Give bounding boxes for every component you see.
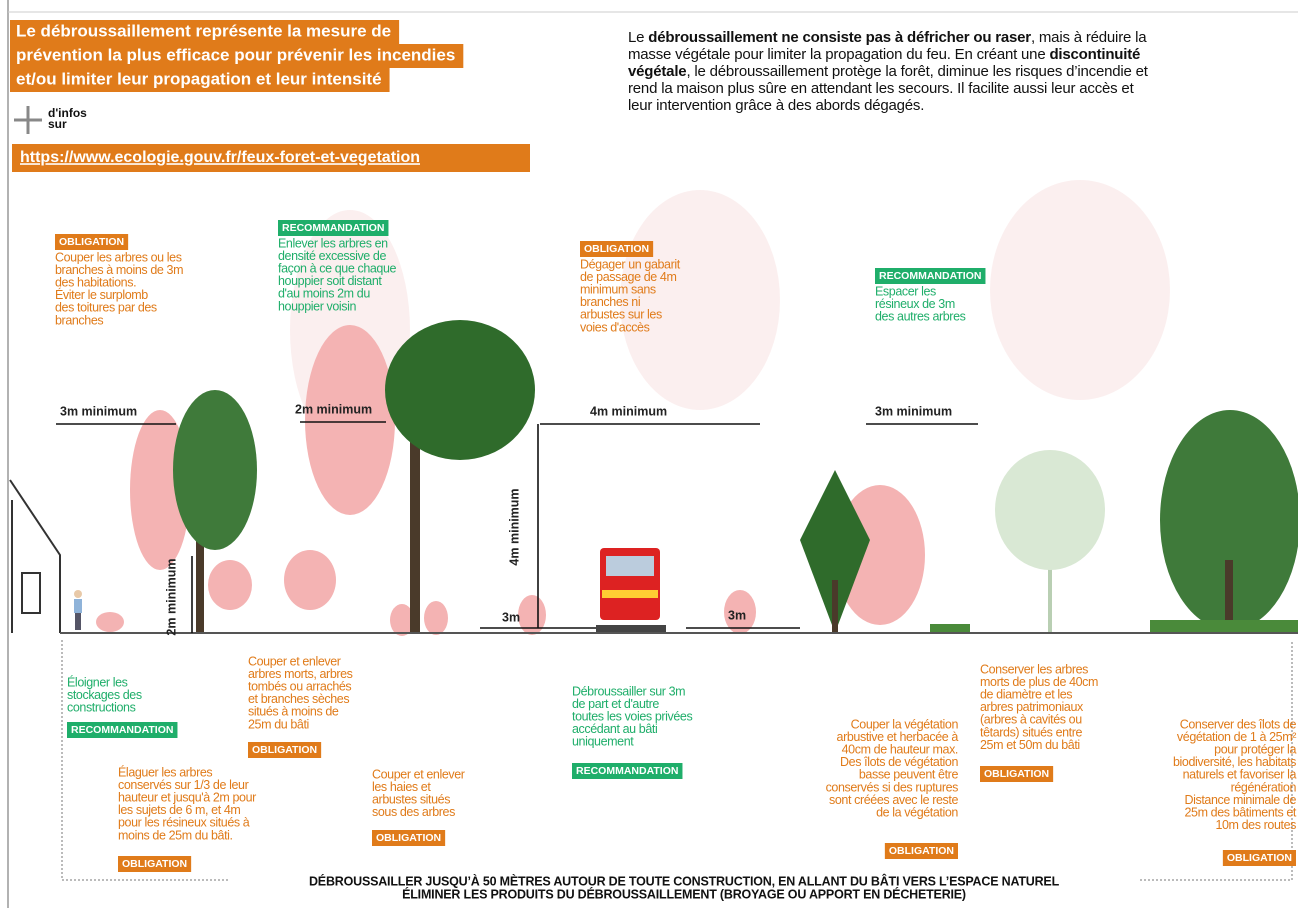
badge-text: RECOMMANDATION [576,765,678,777]
badge-text: OBLIGATION [376,832,441,844]
intro-run: discontinuité [1049,46,1140,63]
intro-run: , mais à réduire la [1031,29,1147,46]
infographic: Le débroussaillement représente la mesur… [0,0,1298,908]
title-line: prévention la plus efficace pour préveni… [16,45,455,64]
note-line: 10m des routes [1215,818,1296,832]
footer-bracket [62,640,1292,880]
measure-label: 4m minimum [507,488,521,565]
intro-run: débroussaillement ne consiste pas à défr… [648,29,1031,46]
badge-text: OBLIGATION [252,744,317,756]
more-info-label: sur [48,117,67,131]
measure-label: 3m [728,608,746,622]
note-line: uniquement [572,735,634,749]
measure-label: 3m [502,610,520,624]
note-line: branches [55,313,103,327]
badge-text: OBLIGATION [584,243,649,255]
badge-text: RECOMMANDATION [879,270,981,282]
badge-text: RECOMMANDATION [282,222,384,234]
note-line: sous des arbres [372,805,455,819]
title-line: Le débroussaillement représente la mesur… [16,21,391,40]
intro-line: végétale, le débroussaillement protège l… [628,63,1149,80]
title-line: et/ou limiter leur propagation et leur i… [16,69,382,88]
intro-run: masse végétale pour limiter la propagati… [628,46,1049,63]
measure-label: 2m minimum [295,402,372,416]
note-line: houppier voisin [278,299,357,313]
intro-line: Le débroussaillement ne consiste pas à d… [628,29,1147,46]
intro-line: rend la maison plus sûre en attendant le… [628,80,1135,97]
note-line: voies d'accès [580,320,650,334]
fire-truck [596,548,666,633]
intro-run: rend la maison plus sûre en attendant le… [628,80,1135,97]
note-line: constructions [67,700,136,714]
badge-text: OBLIGATION [59,236,124,248]
footer-line: ÉLIMINER LES PRODUITS DU DÉBROUSSAILLEME… [402,886,966,901]
page: {"header": {"title": ["Le débroussaillem… [0,0,1298,908]
intro-run: Le [628,29,648,46]
measure-label: 4m minimum [590,404,667,418]
intro-run: végétale [628,63,686,80]
note-line: des autres arbres [875,309,966,323]
note-line: moins de 25m du bâti. [118,828,233,842]
intro-run: leur intervention grâce à des abords dég… [628,97,924,114]
badge-text: OBLIGATION [1227,852,1292,864]
badge-text: OBLIGATION [984,768,1049,780]
intro-line: leur intervention grâce à des abords dég… [628,97,924,114]
intro-line: masse végétale pour limiter la propagati… [628,46,1140,63]
link[interactable]: https://www.ecologie.gouv.fr/feux-foret-… [20,149,420,166]
measure-label: 3m minimum [60,404,137,418]
note-line: 25m et 50m du bâti [980,738,1080,752]
intro-run: , le débroussaillement protège la forêt,… [686,63,1148,80]
person [74,590,82,630]
plus-icon [14,106,42,134]
note-line: de la végétation [876,805,958,819]
badge-text: OBLIGATION [122,858,187,870]
badge-text: OBLIGATION [889,845,954,857]
footer-line: DÉBROUSSAILLER JUSQU’À 50 MÈTRES AUTOUR … [309,873,1060,888]
measure-label: 3m minimum [875,404,952,418]
measure-label: 2m minimum [164,558,178,635]
note-line: 25m du bâti [248,717,309,731]
house [10,480,60,633]
badge-text: RECOMMANDATION [71,724,173,736]
